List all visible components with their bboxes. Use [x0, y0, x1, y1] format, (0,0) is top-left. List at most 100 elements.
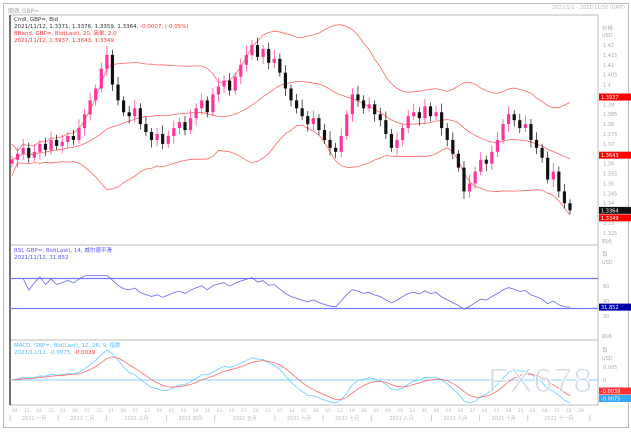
- candle-body: [361, 100, 366, 109]
- candle-body: [138, 108, 142, 125]
- price-badge-label: 1.3349: [601, 216, 619, 222]
- date-tick-label: 11: [494, 408, 500, 414]
- main-legend: Cndl, GBP=, Bid 2021/11/12, 1.3371, 1.33…: [14, 17, 189, 45]
- date-tick-label: 26: [361, 408, 367, 414]
- candle-body: [456, 153, 460, 168]
- candle-body: [278, 58, 282, 73]
- date-tick-label: 31: [265, 408, 271, 414]
- rsi-tick-label: 60: [603, 284, 609, 290]
- price-badge-label: 1.3643: [601, 153, 619, 159]
- pane-label: 四点: [602, 334, 612, 340]
- candle-body: [161, 134, 165, 144]
- date-tick-label: 01: [60, 408, 66, 414]
- candle-body: [110, 54, 115, 85]
- price-badge-label: 1.3937: [601, 95, 619, 101]
- macd-legend-title: MACD, GBP=, Bid(Last), 12, 26, 9, 指数: [14, 343, 121, 349]
- candle-body: [317, 118, 321, 131]
- candle-body: [568, 203, 572, 211]
- candle-body: [417, 112, 421, 119]
- price-tick-label: 1.4: [603, 83, 611, 89]
- candle-body: [412, 112, 416, 117]
- rsi-legend-values: 2021/11/12, 31.852: [14, 255, 69, 261]
- macd-tick-label: 0.005: [603, 365, 617, 371]
- date-tick-label: 16: [397, 408, 403, 414]
- candle-body: [88, 100, 92, 115]
- candle-body: [261, 48, 265, 57]
- candle-body: [244, 54, 248, 65]
- candle-body: [21, 147, 25, 154]
- date-tick-label: 08: [542, 408, 548, 414]
- date-tick-label: 08: [72, 408, 78, 414]
- date-tick-label: 24: [253, 408, 259, 414]
- date-tick-label: 02: [373, 408, 379, 414]
- date-tick-label: 13: [446, 408, 452, 414]
- candle-body: [490, 151, 494, 164]
- candle-body: [350, 94, 354, 115]
- candle-body: [250, 45, 254, 55]
- candle-body: [406, 116, 410, 129]
- month-label: 2021 十一月: [544, 415, 573, 422]
- month-label: 2021 八月: [389, 416, 413, 422]
- candle-body: [495, 139, 500, 152]
- pane-frame-0: [9, 14, 599, 246]
- candle-body: [43, 143, 48, 150]
- candle-body: [540, 147, 544, 158]
- price-tick-label: 1.405: [603, 73, 617, 79]
- candle-body: [94, 88, 98, 101]
- price-tick-label: 1.38: [603, 122, 614, 128]
- signal-line: [11, 356, 571, 400]
- macd-axis-unit: 百: [602, 347, 608, 354]
- price-tick-label: 1.39: [603, 102, 614, 108]
- price-tick-label: 1.34: [603, 201, 614, 207]
- date-tick-label: 01: [530, 408, 536, 414]
- date-tick-label: 28: [313, 408, 319, 414]
- candle-body: [216, 86, 221, 95]
- date-tick-label: 27: [470, 408, 476, 414]
- candle-body: [144, 124, 148, 133]
- month-label: 2021 七月: [335, 415, 359, 422]
- candle-body: [149, 132, 154, 140]
- candle-body: [294, 100, 299, 109]
- month-label: 2021 一月: [22, 416, 46, 422]
- candle-body: [267, 48, 271, 63]
- candle-body: [339, 135, 343, 152]
- date-tick-label: 08: [120, 408, 126, 414]
- candle-body: [551, 171, 555, 180]
- candle-body: [367, 104, 371, 109]
- price-badge: [599, 93, 631, 101]
- candle-body: [77, 128, 81, 140]
- date-tick-label: 15: [554, 408, 560, 414]
- date-tick-label: 23: [409, 408, 415, 414]
- candle-body: [205, 100, 209, 113]
- date-tick-label: 21: [301, 408, 307, 414]
- date-tick-label: 12: [337, 408, 343, 414]
- candle-body: [373, 104, 377, 115]
- macd-badge: [599, 387, 631, 395]
- date-tick-label: 25: [518, 408, 524, 414]
- date-tick-label: 01: [108, 408, 114, 414]
- candle-body: [222, 80, 226, 87]
- candle-body: [423, 106, 427, 119]
- candle-body: [183, 122, 187, 131]
- rsi-tick-label: 20: [603, 314, 609, 320]
- month-label: 2021 九月: [443, 415, 467, 422]
- candle-body: [479, 159, 483, 172]
- date-range: 2021/1/1 - 2021/11/30 (GMT): [552, 5, 625, 11]
- candle-body: [166, 135, 170, 144]
- date-tick-label: 03: [217, 408, 223, 414]
- price-tick-label: 1.415: [603, 53, 617, 59]
- date-tick-label: 05: [169, 408, 175, 414]
- price-badge-label: 1.3364: [601, 208, 619, 214]
- price-tick-label: 1.385: [603, 112, 617, 118]
- bband-values: 2021/11/12, 1.3937, 1.3643, 1.3349: [14, 38, 114, 44]
- date-tick-label: 14: [289, 408, 295, 414]
- price-tick-label: 1.37: [603, 142, 614, 148]
- pane-label: 四点: [602, 239, 612, 245]
- candle-body: [473, 171, 477, 184]
- candle-body: [239, 64, 243, 77]
- date-tick-label: 25: [48, 408, 54, 414]
- candle-body: [334, 147, 338, 152]
- price-tick-label: 1.36: [603, 162, 614, 168]
- date-tick-label: 30: [421, 408, 427, 414]
